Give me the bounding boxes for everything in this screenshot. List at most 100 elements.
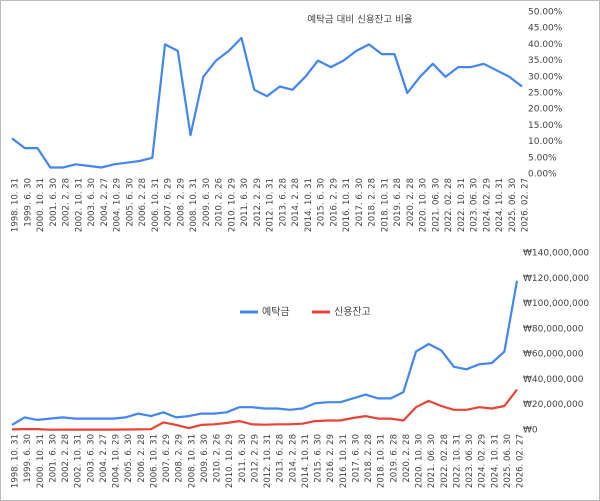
x-tick-label: 2001. 6. 30 (49, 178, 59, 227)
data-line (11, 280, 519, 426)
x-tick-label: 2005. 6. 30 (124, 434, 134, 483)
x-tick-label: 2012. 10. 31 (266, 178, 276, 232)
x-tick-label: 2022. 02. 28 (440, 434, 450, 488)
x-tick-label: 2014. 10. 31 (304, 178, 314, 232)
x-tick-label: 2018. 10. 31 (377, 434, 387, 488)
legend-label: 예탁금 (262, 306, 290, 318)
x-tick-label: 2018. 2. 28 (368, 178, 378, 227)
x-tick-label: 1999. 6. 30 (23, 434, 33, 483)
x-tick-label: 2006. 10. 31 (151, 178, 161, 232)
x-tick-label: 2000. 10. 31 (36, 178, 46, 232)
x-tick-label: 2009. 6. 30 (200, 434, 210, 483)
x-tick-label: 2024. 02. 29 (478, 434, 488, 488)
x-tick-label: 2010. 2. 26 (215, 178, 225, 227)
y-tick-label: 5.00% (528, 153, 557, 163)
y-tick-label: 50.00% (528, 8, 563, 18)
x-tick-label: 2002. 2. 28 (62, 178, 72, 227)
data-line (11, 388, 518, 431)
x-tick-label: 2015. 6. 30 (317, 178, 327, 227)
x-tick-label: 2014. 2. 28 (291, 178, 301, 227)
x-tick-label: 2004. 2. 27 (100, 178, 110, 227)
x-tick-label: 2012. 10. 31 (263, 434, 273, 488)
x-tick-label: 2006. 10. 31 (149, 434, 159, 488)
x-tick-label: 2003. 6. 30 (86, 434, 96, 483)
x-tick-label: 2008. 2. 29 (176, 178, 186, 227)
x-tick-label: 2016. 10. 31 (339, 434, 349, 488)
x-tick-label: 2014. 2. 28 (288, 434, 298, 483)
y-tick-label: 10.00% (528, 137, 563, 147)
x-tick-label: 2022. 02. 28 (444, 178, 454, 232)
x-tick-label: 2020. 10. 30 (415, 434, 425, 488)
y-tick-label: 0.00% (528, 170, 557, 180)
x-tick-label: 2013. 6. 28 (276, 434, 286, 483)
x-tick-label: 2007. 6. 29 (164, 178, 174, 227)
y-tick-label: 45.00% (528, 24, 563, 34)
x-tick-label: 2004. 2. 27 (99, 434, 109, 483)
x-tick-label: 2025. 06. 30 (503, 434, 513, 488)
x-tick-label: 2018. 2. 28 (364, 434, 374, 483)
y-tick-label: ₩60,000,000 (523, 350, 584, 360)
y-tick-label: 15.00% (528, 121, 563, 131)
data-line (11, 36, 523, 169)
x-tick-label: 2016. 2. 29 (326, 434, 336, 483)
x-tick-label: 2016. 2. 29 (329, 178, 339, 227)
x-tick-label: 2020. 2. 28 (406, 178, 416, 227)
x-tick-label: 2012. 2. 29 (250, 434, 260, 483)
x-tick-label: 2016. 10. 31 (342, 178, 352, 232)
x-tick-label: 1998. 10. 31 (11, 178, 21, 232)
x-tick-label: 2006. 2. 28 (138, 178, 148, 227)
y-tick-label: ₩100,000,000 (523, 299, 589, 309)
x-tick-label: 2017. 6. 30 (355, 178, 365, 227)
y-tick-label: ₩0 (523, 426, 538, 436)
x-tick-label: 2024. 10. 31 (495, 178, 505, 232)
x-tick-label: 2011. 6. 30 (238, 434, 248, 483)
x-tick-label: 2022. 10. 31 (452, 434, 462, 488)
x-tick-label: 2019. 6. 28 (393, 178, 403, 227)
x-tick-label: 1999. 6. 30 (23, 178, 33, 227)
x-tick-label: 2002. 2. 28 (61, 434, 71, 483)
x-tick-label: 2023. 06. 30 (470, 178, 480, 232)
x-tick-label: 2017. 6. 30 (351, 434, 361, 483)
x-tick-label: 2021. 06. 30 (431, 178, 441, 232)
x-tick-label: 2007. 6. 29 (162, 434, 172, 483)
x-tick-label: 2010. 2. 26 (213, 434, 223, 483)
x-tick-label: 2010. 10. 29 (225, 434, 235, 488)
x-tick-label: 2001. 6. 30 (48, 434, 58, 483)
x-tick-label: 2011. 6. 30 (240, 178, 250, 227)
y-tick-label: ₩120,000,000 (523, 274, 589, 284)
x-tick-label: 2005. 6. 30 (125, 178, 135, 227)
x-tick-label: 2010. 10. 29 (227, 178, 237, 232)
x-tick-label: 2006. 2. 28 (137, 434, 147, 483)
x-tick-label: 2004. 10. 29 (112, 434, 122, 488)
x-tick-label: 2014. 10. 31 (301, 434, 311, 488)
legend-label: 신용잔고 (334, 306, 371, 318)
chart-title: 예탁금 대비 신용잔고 비율 (307, 14, 412, 26)
y-tick-label: ₩40,000,000 (523, 375, 584, 385)
x-tick-label: 2008. 10. 31 (187, 434, 197, 488)
x-tick-label: 2019. 6. 28 (389, 434, 399, 483)
x-tick-label: 2008. 10. 31 (189, 178, 199, 232)
x-tick-label: 2020. 10. 30 (419, 178, 429, 232)
x-tick-label: 2003. 6. 30 (87, 178, 97, 227)
x-tick-label: 2020. 2. 28 (402, 434, 412, 483)
y-tick-label: ₩80,000,000 (523, 324, 584, 334)
x-tick-label: 2026. 02. 27 (516, 434, 526, 488)
x-tick-label: 2018. 10. 31 (380, 178, 390, 232)
x-tick-label: 2024. 10. 31 (490, 434, 500, 488)
x-tick-label: 1998. 10. 31 (11, 434, 21, 488)
x-tick-label: 2015. 6. 30 (314, 434, 324, 483)
x-tick-label: 2025. 06. 30 (508, 178, 518, 232)
y-tick-label: 35.00% (528, 56, 563, 66)
x-tick-label: 2000. 10. 31 (36, 434, 46, 488)
y-tick-label: 20.00% (528, 105, 563, 115)
x-tick-label: 2012. 2. 29 (253, 178, 263, 227)
y-tick-label: 40.00% (528, 40, 563, 50)
x-tick-label: 2026. 02. 27 (521, 178, 531, 232)
y-tick-label: 25.00% (528, 89, 563, 99)
y-tick-label: ₩20,000,000 (523, 400, 584, 410)
x-tick-label: 2024. 02. 29 (482, 178, 492, 232)
x-tick-label: 2023. 06. 30 (465, 434, 475, 488)
x-tick-label: 2002. 10. 31 (74, 178, 84, 232)
